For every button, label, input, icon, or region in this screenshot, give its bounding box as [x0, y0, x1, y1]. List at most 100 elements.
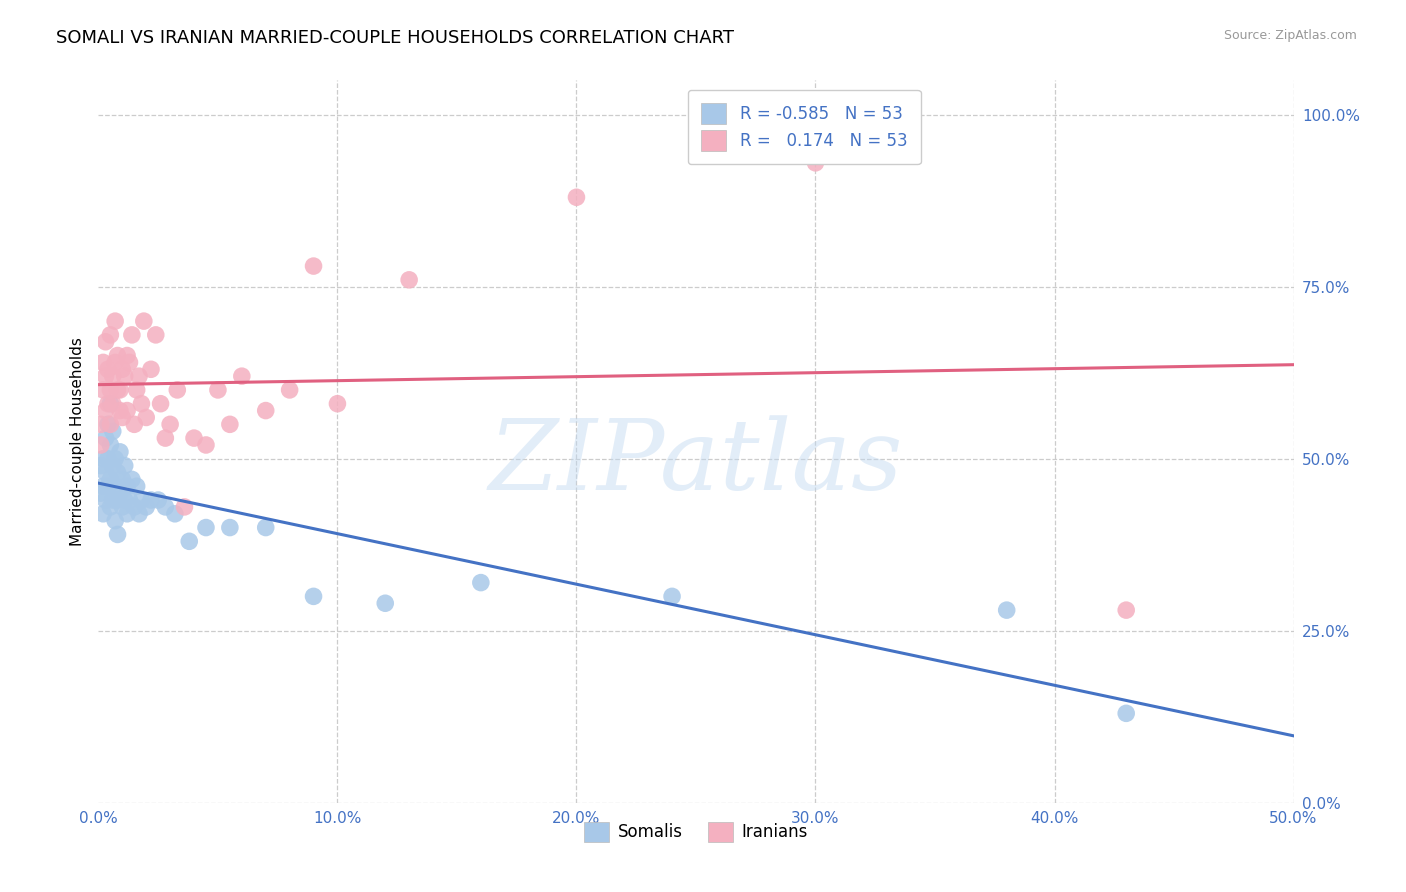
Point [108, 383, 131, 397]
Point [139, 493, 162, 508]
Point [107, 349, 129, 363]
Point [326, 397, 349, 411]
Text: ZIPatlas: ZIPatlas [489, 416, 903, 511]
Point [139, 362, 162, 376]
Point [101, 369, 124, 384]
Point [111, 362, 134, 376]
Point [90, 438, 112, 452]
Point [90, 458, 112, 473]
Point [91, 355, 114, 369]
Point [132, 314, 155, 328]
Point [111, 500, 134, 514]
Point [94, 369, 117, 384]
Point [118, 355, 141, 369]
Point [125, 383, 148, 397]
Point [804, 156, 827, 170]
Point [94, 334, 117, 349]
Point [107, 466, 129, 480]
Point [124, 500, 146, 514]
Point [98, 472, 122, 486]
Point [195, 520, 218, 534]
Point [135, 410, 157, 425]
Point [118, 493, 141, 508]
Point [94, 466, 117, 480]
Point [565, 190, 588, 204]
Point [91, 383, 114, 397]
Point [90, 486, 112, 500]
Point [470, 575, 492, 590]
Point [163, 507, 186, 521]
Point [115, 403, 138, 417]
Point [91, 451, 114, 466]
Point [115, 479, 138, 493]
Point [183, 431, 205, 445]
Point [94, 493, 117, 508]
Point [278, 383, 301, 397]
Point [219, 520, 242, 534]
Point [231, 369, 253, 384]
Point [101, 397, 124, 411]
Y-axis label: Married-couple Households: Married-couple Households [69, 337, 84, 546]
Point [98, 327, 122, 342]
Point [125, 479, 148, 493]
Point [149, 397, 172, 411]
Point [98, 417, 122, 432]
Point [101, 458, 124, 473]
Point [124, 417, 146, 432]
Point [101, 424, 124, 438]
Point [155, 500, 177, 514]
Point [131, 493, 153, 508]
Point [97, 451, 120, 466]
Point [108, 486, 131, 500]
Point [145, 327, 167, 342]
Point [114, 458, 136, 473]
Point [398, 273, 420, 287]
Point [114, 369, 136, 384]
Point [254, 520, 277, 534]
Point [115, 349, 138, 363]
Point [661, 590, 683, 604]
Point [107, 383, 129, 397]
Point [111, 472, 134, 486]
Point [166, 383, 188, 397]
Point [101, 493, 124, 508]
Point [98, 500, 122, 514]
Point [108, 445, 131, 459]
Point [1115, 603, 1137, 617]
Text: Source: ZipAtlas.com: Source: ZipAtlas.com [1223, 29, 1357, 42]
Point [104, 451, 127, 466]
Point [111, 410, 134, 425]
Point [1115, 706, 1137, 721]
Point [91, 507, 114, 521]
Point [104, 479, 127, 493]
Point [91, 479, 114, 493]
Point [207, 383, 229, 397]
Point [97, 417, 120, 432]
Point [98, 383, 122, 397]
Point [94, 431, 117, 445]
Point [108, 403, 131, 417]
Point [128, 369, 150, 384]
Point [90, 417, 112, 432]
Point [173, 500, 195, 514]
Point [121, 327, 143, 342]
Point [131, 397, 153, 411]
Point [104, 314, 127, 328]
Point [98, 438, 122, 452]
Point [115, 507, 138, 521]
Point [104, 514, 127, 528]
Point [179, 534, 201, 549]
Point [135, 500, 157, 514]
Point [219, 417, 242, 432]
Point [254, 403, 277, 417]
Point [97, 397, 120, 411]
Point [98, 397, 122, 411]
Point [195, 438, 218, 452]
Point [155, 431, 177, 445]
Point [97, 362, 120, 376]
Point [94, 403, 117, 417]
Point [97, 479, 120, 493]
Point [104, 355, 127, 369]
Legend: Somalis, Iranians: Somalis, Iranians [578, 815, 814, 848]
Point [148, 493, 170, 508]
